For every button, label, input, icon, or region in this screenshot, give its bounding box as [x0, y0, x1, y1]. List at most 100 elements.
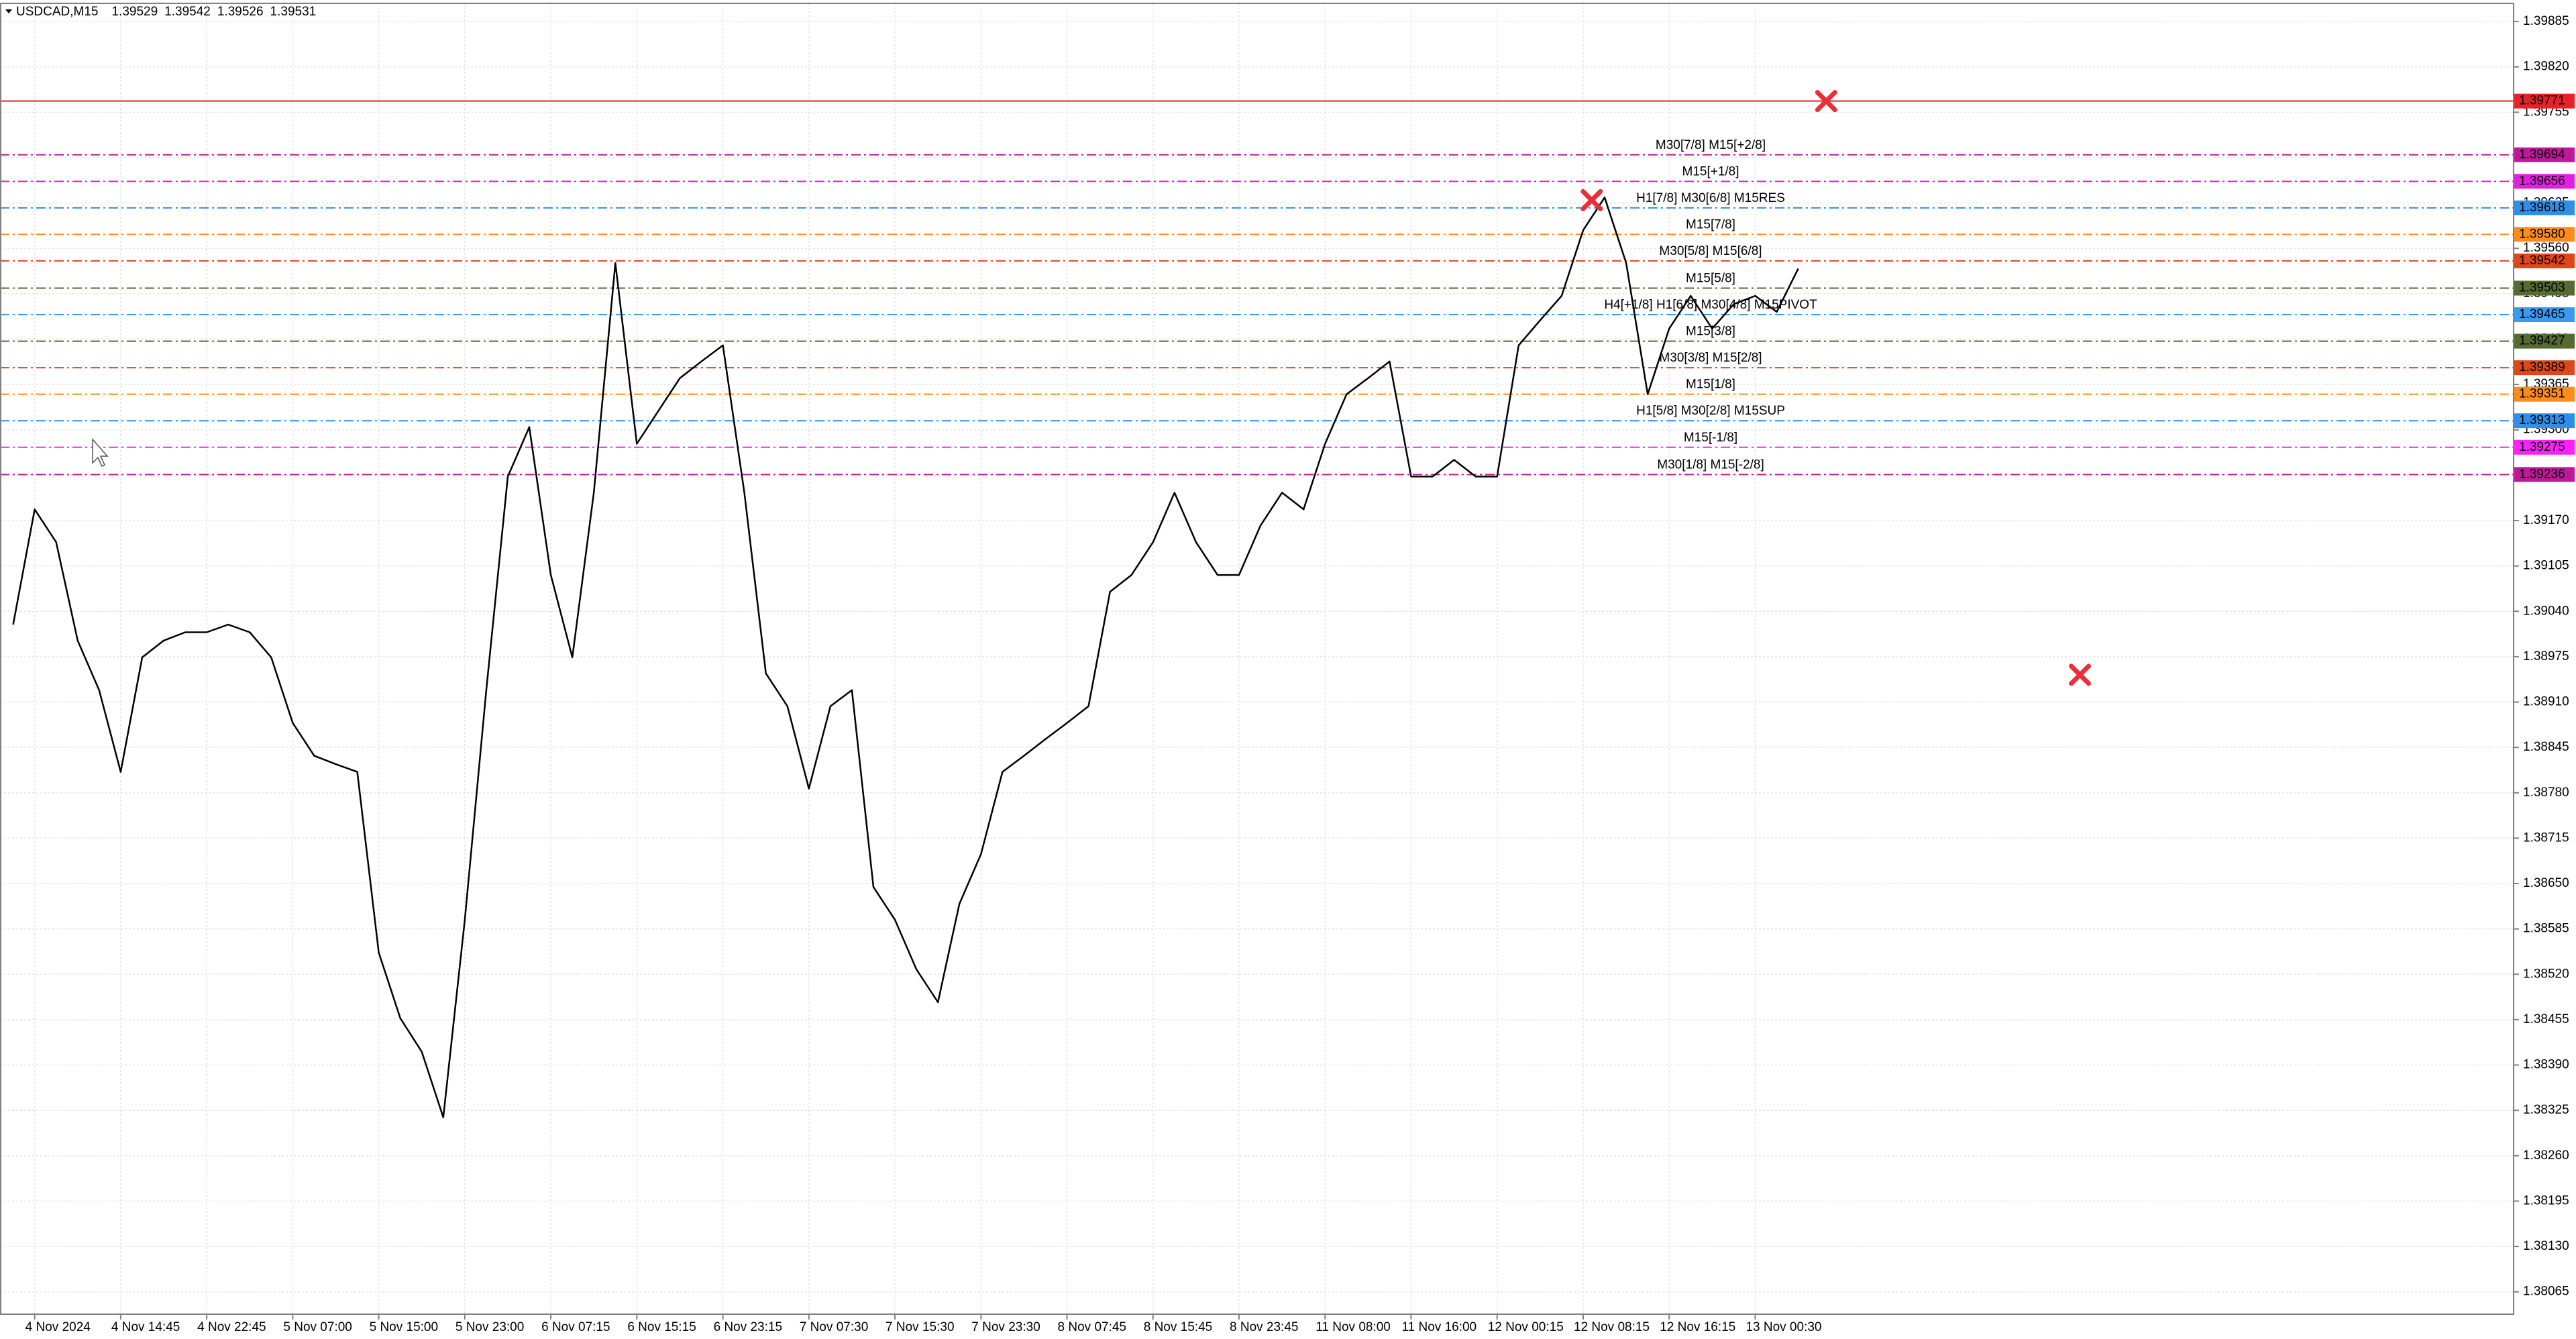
x-tick-label: 6 Nov 07:15 [541, 1320, 610, 1334]
y-tick-label: 1.39105 [2523, 559, 2569, 573]
y-tick-label: 1.38585 [2523, 922, 2569, 936]
plot-frame [0, 3, 2514, 1315]
x-tick-label: 6 Nov 23:15 [714, 1320, 782, 1334]
y-tick-label: 1.39820 [2523, 60, 2569, 74]
price-tag [2514, 200, 2575, 215]
level-label: M15[3/8] [1686, 325, 1735, 339]
price-tag [2514, 413, 2575, 429]
y-tick-label: 1.39040 [2523, 604, 2569, 618]
y-tick-label: 1.38975 [2523, 649, 2569, 663]
price-tag-label: 1.39313 [2519, 413, 2565, 427]
price-tag [2514, 253, 2575, 268]
price-tag [2514, 93, 2575, 109]
level-label: M30[1/8] M15[-2/8] [1657, 458, 1764, 472]
x-tick-label: 7 Nov 23:30 [971, 1320, 1040, 1334]
signal-cross [1580, 189, 1603, 211]
price-tag [2514, 467, 2575, 482]
cursor [92, 438, 109, 468]
x-tick-label: 12 Nov 16:15 [1660, 1320, 1735, 1334]
level-label: H1[5/8] M30[2/8] M15SUP [1636, 404, 1785, 418]
signal-cross [2069, 663, 2092, 686]
price-tag [2514, 439, 2575, 455]
y-tick-label: 1.38325 [2523, 1103, 2569, 1117]
x-tick-label: 13 Nov 00:30 [1746, 1320, 1821, 1334]
price-tag [2514, 147, 2575, 162]
price-tag [2514, 174, 2575, 189]
level-label: M30[7/8] M15[+2/8] [1656, 138, 1766, 152]
y-tick-label: 1.38195 [2523, 1193, 2569, 1208]
quote-close: 1.39531 [270, 5, 317, 19]
menu-arrow[interactable] [5, 9, 12, 13]
price-tag-label: 1.39656 [2519, 174, 2565, 188]
x-tick-label: 6 Nov 15:15 [627, 1320, 696, 1334]
y-tick-label: 1.38065 [2523, 1285, 2569, 1299]
series [12, 90, 2092, 1118]
level-label: M30[5/8] M15[6/8] [1659, 244, 1762, 258]
price-tag-label: 1.39389 [2519, 360, 2565, 374]
quote-low: 1.39526 [217, 5, 264, 19]
level-label: M15[-1/8] [1684, 431, 1737, 445]
header: USDCAD,M15 1.39529 1.39542 1.39526 1.395… [5, 5, 316, 19]
y-tick-label: 1.39170 [2523, 513, 2569, 527]
level-label: H4[+1/8] H1[6/8] M30[4/8] M15PIVOT [1604, 298, 1817, 312]
x-tick-label: 8 Nov 07:45 [1058, 1320, 1126, 1334]
x-tick-label: 4 Nov 22:45 [197, 1320, 266, 1334]
y-tick-label: 1.38780 [2523, 786, 2569, 800]
price-tag-label: 1.39694 [2519, 148, 2565, 162]
x-tick-label: 4 Nov 14:45 [111, 1320, 180, 1334]
y-tick-label: 1.38260 [2523, 1148, 2569, 1163]
levels: M30[7/8] M15[+2/8] M15[+1/8] H1[7/8] M30[6… [0, 100, 2514, 476]
x-tick-label: 7 Nov 15:30 [885, 1320, 954, 1334]
axes: 1.398851.398201.397551.396901.396251.395… [25, 14, 2575, 1334]
y-tick-label: 1.38130 [2523, 1239, 2569, 1253]
price-tag-label: 1.39503 [2519, 281, 2565, 295]
price-tag [2514, 227, 2575, 242]
x-tick-label: 8 Nov 15:45 [1144, 1320, 1212, 1334]
y-tick-label: 1.38845 [2523, 740, 2569, 754]
price-tag [2514, 386, 2575, 402]
price-tag-label: 1.39771 [2519, 94, 2565, 108]
y-tick-label: 1.38390 [2523, 1058, 2569, 1072]
x-tick-label: 12 Nov 08:15 [1574, 1320, 1650, 1334]
signal-cross [1815, 90, 1837, 113]
price-tag-label: 1.39427 [2519, 334, 2565, 348]
x-tick-label: 12 Nov 00:15 [1488, 1320, 1564, 1334]
price-tag-label: 1.39465 [2519, 307, 2565, 321]
x-tick-label: 5 Nov 23:00 [455, 1320, 524, 1334]
y-tick-label: 1.38715 [2523, 831, 2569, 845]
level-label: M30[3/8] M15[2/8] [1659, 351, 1762, 365]
y-tick-label: 1.38520 [2523, 967, 2569, 981]
quote-open: 1.39529 [111, 5, 158, 19]
y-tick-label: 1.39560 [2523, 241, 2569, 255]
price-tag [2514, 360, 2575, 376]
x-tick-label: 5 Nov 15:00 [370, 1320, 438, 1334]
price-tag-label: 1.39580 [2519, 227, 2565, 241]
price-tag [2514, 280, 2575, 296]
y-tick-label: 1.38910 [2523, 695, 2569, 709]
x-tick-label: 8 Nov 23:45 [1230, 1320, 1298, 1334]
level-label: M15[+1/8] [1682, 164, 1739, 178]
grid [0, 3, 2514, 1314]
symbol-title: USDCAD,M15 [16, 5, 98, 19]
price-tag [2514, 307, 2575, 323]
x-tick-label: 7 Nov 07:30 [800, 1320, 868, 1334]
price-tag-label: 1.39236 [2519, 467, 2565, 481]
y-tick-label: 1.38650 [2523, 876, 2569, 890]
x-tick-label: 5 Nov 07:00 [283, 1320, 352, 1334]
level-label: H1[7/8] M30[6/8] M15RES [1636, 191, 1785, 205]
x-tick-label: 11 Nov 16:00 [1402, 1320, 1477, 1334]
price-tag-label: 1.39275 [2519, 440, 2565, 454]
x-tick-label: 11 Nov 08:00 [1316, 1320, 1391, 1334]
quote-high: 1.39542 [164, 5, 211, 19]
price-tag-label: 1.39351 [2519, 387, 2565, 401]
level-label: M15[1/8] [1686, 378, 1735, 392]
level-label: M15[7/8] [1686, 217, 1735, 231]
y-tick-label: 1.39885 [2523, 14, 2569, 28]
x-tick-label: 4 Nov 2024 [25, 1320, 91, 1334]
price-tag-label: 1.39542 [2519, 254, 2565, 268]
y-tick-label: 1.38455 [2523, 1012, 2569, 1026]
price-tag-label: 1.39618 [2519, 201, 2565, 215]
